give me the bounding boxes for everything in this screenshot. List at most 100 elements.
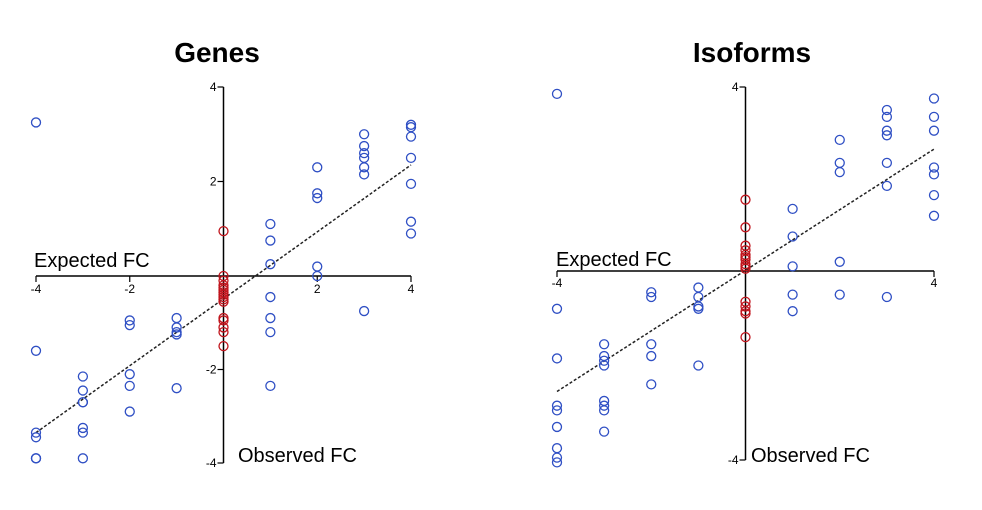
- isoforms-x-tick-label: 4: [931, 276, 938, 290]
- genes-blue-point: [265, 312, 276, 324]
- isoforms-blue-point: [787, 231, 798, 242]
- genes-red-point: [218, 340, 229, 352]
- isoforms-red-point: [740, 263, 751, 274]
- genes-x-axis-label: Expected FC: [34, 250, 150, 272]
- genes-blue-point: [30, 117, 42, 128]
- genes-blue-point: [124, 380, 135, 392]
- genes-x-tick-label: -4: [31, 282, 42, 296]
- isoforms-panel: Isoforms -4 4 4 -4 Expected FC Observed FC: [551, 37, 940, 468]
- genes-blue-point: [312, 162, 323, 173]
- genes-red-point: [218, 326, 229, 338]
- isoforms-blue-point: [928, 169, 940, 180]
- isoforms-red-point: [740, 308, 751, 319]
- isoforms-blue-point: [928, 111, 940, 123]
- genes-blue-point: [171, 312, 182, 324]
- isoforms-red-point: [740, 194, 751, 205]
- genes-blue-point: [358, 147, 370, 159]
- isoforms-blue-point: [834, 134, 845, 146]
- genes-x-tick-label: -2: [124, 282, 135, 296]
- genes-blue-point: [171, 329, 182, 340]
- genes-blue-point: [405, 216, 417, 227]
- genes-blue-point: [124, 406, 135, 417]
- genes-blue-point: [312, 188, 323, 199]
- isoforms-blue-point: [834, 256, 845, 267]
- isoforms-blue-point: [693, 303, 704, 314]
- genes-red-point: [218, 296, 229, 307]
- isoforms-blue-point: [551, 452, 563, 463]
- isoforms-red-point: [740, 222, 751, 233]
- genes-blue-point: [30, 345, 42, 356]
- genes-blue-point: [30, 427, 42, 438]
- isoforms-blue-point: [551, 303, 563, 314]
- genes-blue-point: [77, 385, 89, 396]
- isoforms-blue-point: [787, 261, 798, 272]
- isoforms-blue-point: [646, 287, 657, 298]
- genes-blue-point: [171, 383, 182, 394]
- genes-blue-point: [405, 131, 417, 142]
- isoforms-blue-point: [693, 360, 704, 371]
- genes-blue-point: [77, 371, 89, 382]
- genes-blue-point: [312, 270, 323, 282]
- genes-blue-point: [265, 291, 276, 303]
- isoforms-blue-point: [881, 125, 893, 136]
- genes-blue-point: [171, 322, 182, 333]
- genes-panel: Genes -4 -2 2 4 4 2 -2 -4 Expected FC Observed FC: [30, 37, 417, 470]
- isoforms-x-tick-label: -4: [552, 276, 563, 290]
- isoforms-title: Isoforms: [693, 37, 811, 68]
- isoforms-y-tick-label: -4: [728, 453, 739, 467]
- isoforms-blue-point: [881, 130, 893, 141]
- genes-blue-point: [405, 152, 417, 164]
- isoforms-y-tick-label: 4: [732, 80, 739, 94]
- isoforms-blue-point: [928, 162, 940, 173]
- isoforms-blue-point: [693, 291, 704, 303]
- isoforms-blue-point: [693, 282, 704, 293]
- isoforms-blue-point: [646, 291, 657, 303]
- isoforms-blue-point: [787, 306, 798, 317]
- isoforms-blue-point: [551, 88, 563, 100]
- isoforms-blue-point: [598, 360, 610, 371]
- isoforms-blue-point: [598, 339, 610, 350]
- genes-blue-point: [265, 326, 276, 338]
- genes-red-point: [218, 322, 229, 333]
- isoforms-blue-point: [928, 189, 940, 201]
- isoforms-blue-point: [646, 339, 657, 350]
- genes-blue-point: [358, 140, 370, 152]
- genes-blue-point: [265, 235, 276, 246]
- genes-x-tick-label: 2: [314, 282, 321, 296]
- isoforms-blue-point: [881, 111, 893, 123]
- genes-y-axis-label: Observed FC: [238, 445, 357, 467]
- isoforms-blue-point: [551, 443, 563, 454]
- genes-y-tick-label: 4: [210, 80, 217, 94]
- isoforms-blue-point: [834, 289, 845, 300]
- genes-blue-point: [124, 319, 135, 331]
- isoforms-blue-point: [551, 421, 563, 433]
- isoforms-blue-point: [881, 180, 893, 192]
- isoforms-blue-point: [551, 457, 563, 468]
- genes-red-point: [218, 225, 229, 237]
- isoforms-blue-point: [834, 157, 845, 169]
- genes-blue-point: [77, 453, 89, 464]
- isoforms-blue-point: [551, 400, 563, 411]
- isoforms-blue-point: [551, 405, 563, 416]
- genes-title: Genes: [174, 37, 260, 68]
- isoforms-blue-point: [881, 157, 893, 169]
- isoforms-x-axis-label: Expected FC: [556, 249, 672, 271]
- isoforms-blue-point: [787, 289, 798, 300]
- genes-blue-point: [358, 129, 370, 140]
- genes-blue-point: [30, 432, 42, 443]
- isoforms-blue-point: [881, 104, 893, 116]
- genes-blue-point: [405, 228, 417, 239]
- genes-blue-point: [312, 192, 323, 204]
- genes-y-tick-label: -4: [206, 456, 217, 470]
- genes-y-tick-label: -2: [206, 363, 217, 377]
- genes-blue-point: [405, 178, 417, 190]
- genes-y-tick-label: 2: [210, 175, 217, 189]
- isoforms-blue-point: [598, 400, 610, 411]
- genes-blue-point: [77, 422, 89, 434]
- isoforms-red-point: [740, 331, 751, 343]
- isoforms-blue-point: [928, 125, 940, 136]
- isoforms-blue-point: [787, 203, 798, 215]
- genes-blue-point: [358, 305, 370, 317]
- genes-blue-point: [265, 380, 276, 392]
